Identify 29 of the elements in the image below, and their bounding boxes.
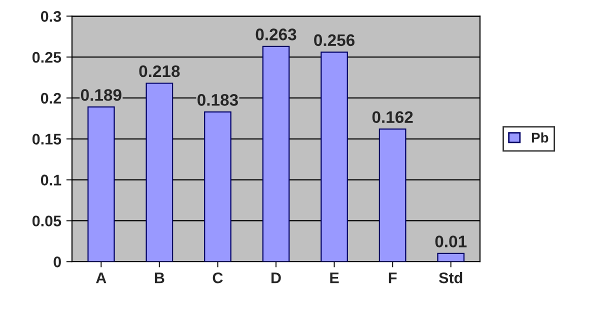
data-label: 0.162: [372, 111, 413, 123]
y-tick-label: 0.1: [40, 174, 62, 186]
y-tick-label: 0.15: [32, 134, 62, 145]
x-tick-label: A: [96, 272, 106, 284]
x-tick-label: E: [330, 272, 339, 284]
data-label: 0.218: [139, 65, 180, 78]
bar: [378, 128, 406, 262]
bar: [437, 252, 465, 262]
data-label: 0.263: [256, 28, 296, 40]
x-tick-label: D: [272, 272, 281, 284]
bar: [262, 46, 290, 262]
data-label: 0.01: [435, 236, 467, 248]
x-tick-label: F: [388, 272, 397, 284]
x-tick-label: C: [212, 272, 223, 284]
data-label: 0.189: [80, 89, 122, 101]
y-tick-label: 0.3: [40, 11, 62, 22]
y-tick-label: 0.25: [32, 52, 62, 63]
x-tick-label: Std: [438, 272, 462, 284]
bar: [146, 82, 174, 262]
data-label: 0.256: [314, 34, 355, 46]
bar: [87, 106, 115, 262]
bar: [320, 52, 348, 262]
data-label: 0.183: [198, 94, 238, 106]
bar: [204, 111, 232, 262]
y-tick-label: 0: [54, 256, 61, 268]
y-tick-label: 0.2: [40, 92, 61, 104]
y-tick-label: 0.05: [32, 216, 62, 226]
x-tick-label: B: [154, 272, 164, 284]
legend-label: Pb: [532, 132, 548, 143]
